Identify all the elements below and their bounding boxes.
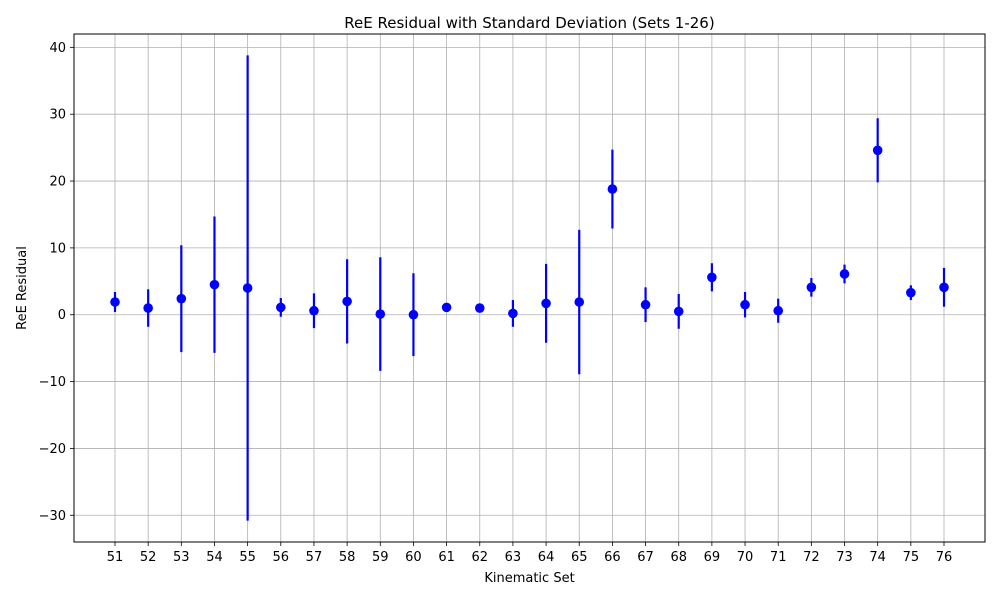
x-tick-label: 70: [737, 550, 754, 565]
data-point: [806, 282, 817, 293]
x-tick-label: 57: [306, 550, 323, 565]
y-tick-label: 40: [49, 41, 66, 56]
y-tick-label: −10: [39, 375, 66, 390]
data-point: [242, 283, 253, 293]
y-tick-label: 30: [49, 108, 66, 123]
x-tick-label: 67: [637, 550, 654, 565]
grid-lines: [74, 34, 985, 542]
data-point: [209, 279, 220, 290]
x-tick-label: 66: [604, 550, 621, 565]
data-points: [110, 145, 949, 320]
y-tick-label: 0: [58, 308, 66, 323]
data-point: [707, 272, 717, 283]
data-point: [773, 305, 783, 316]
data-point: [839, 269, 850, 279]
data-point: [110, 297, 120, 307]
y-tick-label: 10: [49, 241, 66, 256]
x-tick-label: 68: [670, 550, 687, 565]
x-tick-label: 76: [936, 550, 953, 565]
data-point: [740, 299, 750, 310]
y-tick-label: −20: [39, 442, 66, 457]
data-point: [607, 184, 618, 194]
data-point: [441, 302, 452, 313]
data-point: [474, 303, 485, 313]
x-tick-label: 72: [803, 550, 820, 565]
x-tick-label: 62: [471, 550, 488, 565]
x-tick-label: 63: [505, 550, 522, 565]
error-bars: [113, 55, 946, 521]
chart-title: ReE Residual with Standard Deviation (Se…: [344, 14, 714, 32]
data-point: [408, 309, 419, 320]
x-tick-label: 61: [438, 550, 455, 565]
x-tick-label: 52: [140, 550, 157, 565]
x-tick-label: 69: [704, 550, 721, 565]
y-axis-title: ReE Residual: [15, 246, 30, 330]
y-axis-ticks: −30 −20 −10 0 10 20 30 40: [39, 41, 74, 524]
data-point: [574, 297, 585, 307]
x-tick-label: 74: [869, 550, 886, 565]
x-tick-label: 58: [339, 550, 356, 565]
x-tick-label: 71: [770, 550, 787, 565]
plot-frame: [73, 33, 986, 543]
data-point: [143, 303, 153, 313]
x-tick-label: 55: [239, 550, 256, 565]
x-tick-label: 65: [571, 550, 588, 565]
x-tick-label: 56: [273, 550, 290, 565]
data-point: [939, 282, 949, 293]
data-point: [673, 306, 684, 317]
data-point: [375, 309, 386, 319]
x-axis-ticks: 51 52 53 54 55 56 57 58 59 60 61 62 63 64 65 66 67 68 69 70…: [107, 542, 953, 565]
data-point: [541, 298, 551, 309]
data-point: [872, 145, 883, 156]
data-point: [309, 305, 319, 316]
x-tick-label: 64: [538, 550, 555, 565]
data-point: [276, 302, 286, 313]
x-tick-label: 59: [372, 550, 389, 565]
data-point: [508, 308, 518, 319]
data-point: [906, 287, 916, 298]
y-tick-label: −30: [39, 509, 66, 524]
x-tick-label: 51: [107, 550, 124, 565]
x-tick-label: 73: [836, 550, 853, 565]
x-tick-label: 60: [405, 550, 422, 565]
x-axis-title: Kinematic Set: [484, 571, 574, 586]
data-point: [342, 296, 352, 307]
data-point: [640, 299, 651, 310]
y-tick-label: 20: [49, 175, 66, 190]
x-tick-label: 75: [903, 550, 920, 565]
x-tick-label: 53: [173, 550, 190, 565]
x-tick-label: 54: [206, 550, 223, 565]
data-point: [176, 293, 187, 304]
